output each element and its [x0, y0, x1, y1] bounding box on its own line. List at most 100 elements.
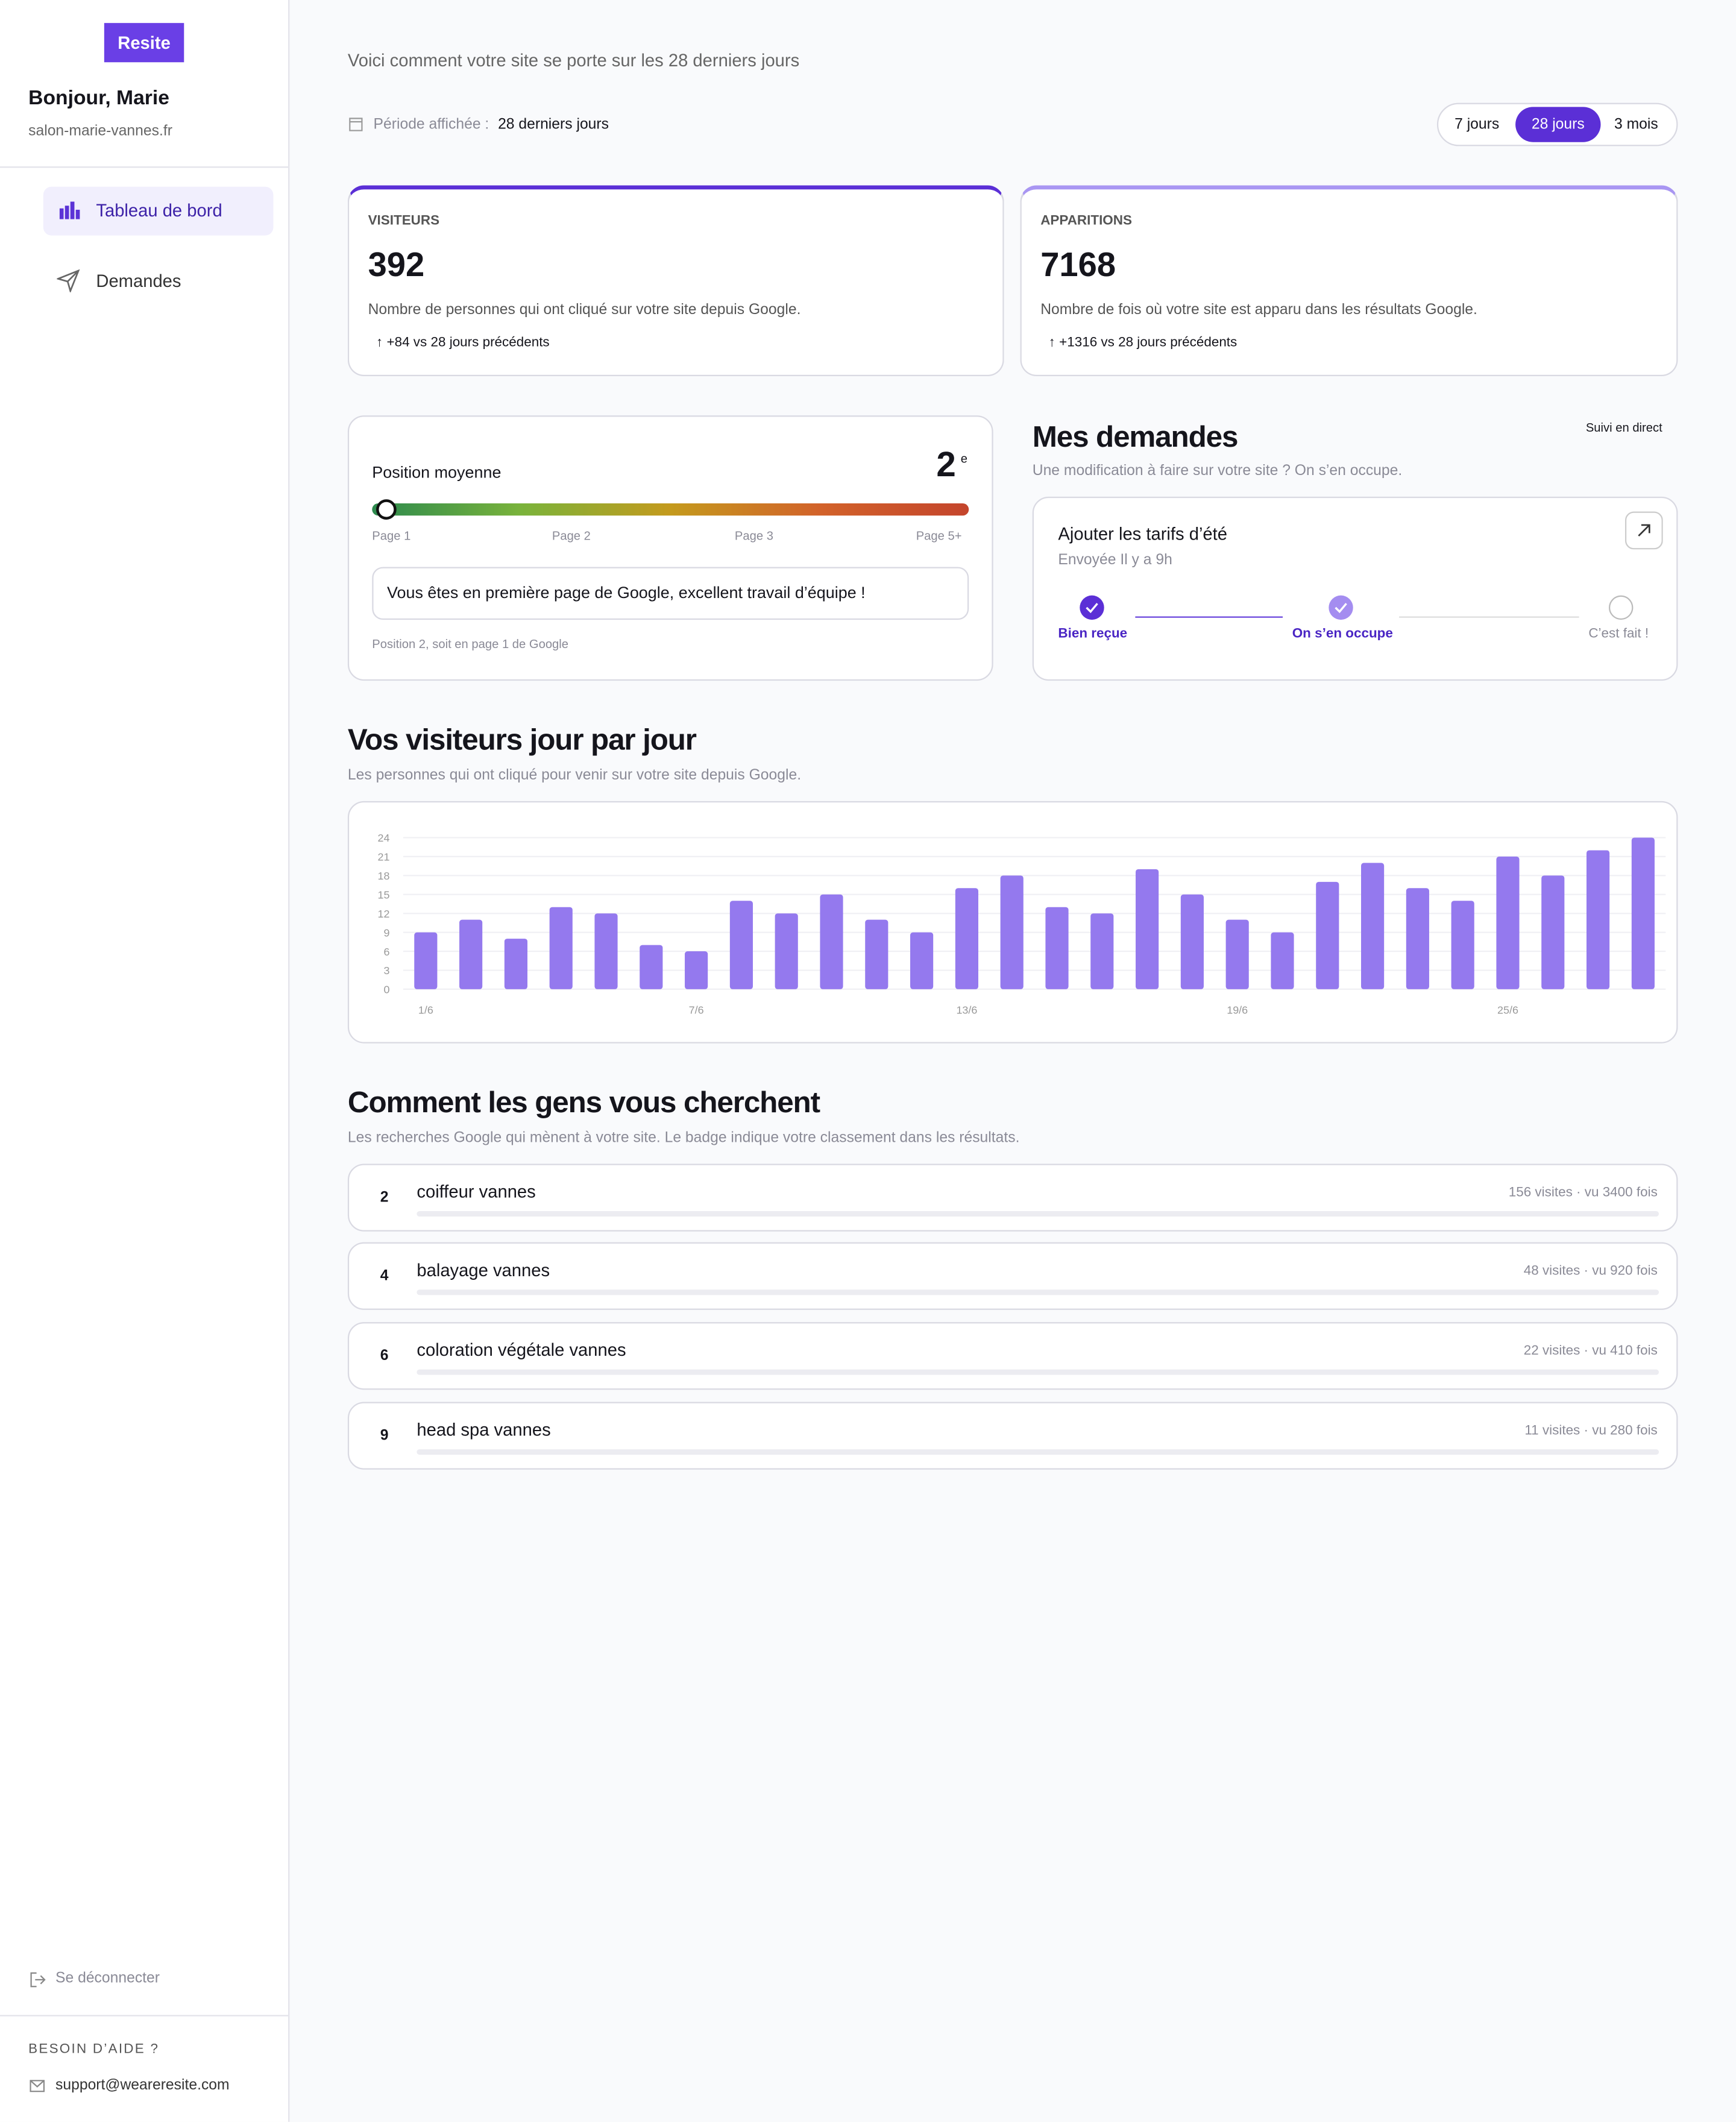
sidebar: Resite Bonjour, Marie salon-marie-vannes… — [0, 0, 290, 2122]
stat-description: Nombre de fois où votre site est apparu … — [1040, 301, 1477, 318]
nav-item[interactable]: Demandes — [43, 257, 274, 303]
y-tick-label: 6 — [384, 946, 390, 958]
gauge-marker — [376, 499, 397, 520]
subtitle: Voici comment votre site se porte sur le… — [347, 50, 800, 71]
bar — [1586, 850, 1610, 989]
help-title: BESOIN D’AIDE ? — [28, 2042, 160, 2057]
help-email[interactable]: support@weareresite.com — [55, 2077, 230, 2094]
logout[interactable]: Se déconnecter — [55, 1970, 160, 1987]
request-sent: Envoyée Il y a 9h — [1058, 552, 1172, 568]
keyword-track — [417, 1449, 1659, 1455]
bar — [504, 939, 528, 989]
keyword-rank: 9 — [380, 1428, 389, 1444]
bar — [820, 894, 843, 989]
keyword-stats: 48 visites · vu 920 fois — [1523, 1264, 1658, 1279]
y-tick-label: 12 — [378, 908, 390, 920]
bar — [955, 888, 978, 989]
bar — [640, 945, 663, 989]
step-label: On s’en occupe — [1292, 626, 1393, 642]
position-message: Vous êtes en première page de Google, ex… — [372, 567, 969, 620]
range-option[interactable]: 3 mois — [1614, 116, 1658, 133]
stat-delta: ↑ +84 vs 28 jours précédents — [376, 335, 550, 351]
greeting: Bonjour, Marie — [28, 86, 170, 110]
bar — [1045, 907, 1069, 989]
nav-label: Tableau de bord — [96, 200, 222, 221]
bar — [1090, 913, 1114, 989]
keyword-query: coloration végétale vannes — [417, 1340, 626, 1360]
bar — [775, 913, 798, 989]
chart-icon — [59, 201, 80, 219]
requests-title: Mes demandes — [1032, 419, 1239, 453]
position-card: Position moyenne 2 e Page 1 Page 2 Page … — [347, 415, 993, 681]
mail-icon — [30, 2080, 45, 2092]
logout-icon — [30, 1972, 46, 1988]
y-tick-label: 24 — [378, 832, 390, 844]
range-switch: 7 jours 28 jours 3 mois — [1436, 102, 1678, 146]
step-label: Bien reçue — [1058, 626, 1128, 642]
stat-label: APPARITIONS — [1040, 213, 1132, 229]
page-label: Page 1 — [372, 529, 411, 543]
y-tick-label: 15 — [378, 889, 390, 901]
keyword-row: 4 balayage vannes 48 visites · vu 920 fo… — [347, 1242, 1678, 1310]
send-icon — [57, 269, 80, 292]
bar — [1225, 919, 1249, 989]
open-button[interactable] — [1624, 511, 1663, 550]
bar — [414, 932, 438, 989]
bar — [865, 919, 888, 989]
page-label: Page 5+ — [916, 529, 962, 543]
range-option[interactable]: 7 jours — [1455, 116, 1500, 133]
keyword-query: coiffeur vannes — [417, 1181, 536, 1202]
stat-description: Nombre de personnes qui ont cliqué sur v… — [368, 301, 801, 318]
position-suffix: e — [960, 452, 968, 466]
site-url: salon-marie-vannes.fr — [28, 123, 172, 140]
x-tick-label: 25/6 — [1497, 1004, 1518, 1016]
page-label: Page 2 — [552, 529, 591, 543]
bar — [1496, 856, 1520, 989]
bar — [910, 932, 934, 989]
stat-delta: ↑ +1316 vs 28 jours précédents — [1048, 335, 1238, 351]
requests-subtitle: Une modification à faire sur votre site … — [1032, 462, 1403, 479]
bar — [1361, 863, 1385, 989]
bar — [594, 913, 618, 989]
bar — [1541, 875, 1565, 989]
bar — [729, 901, 753, 989]
stat-value: 7168 — [1040, 246, 1116, 285]
bar — [1451, 901, 1474, 989]
keyword-rank: 4 — [380, 1268, 389, 1285]
stat-card: VISITEURS 392 Nombre de personnes qui on… — [347, 185, 1004, 377]
position-gauge — [372, 503, 969, 516]
keywords-title: Comment les gens vous cherchent — [347, 1085, 820, 1119]
logo[interactable]: Resite — [104, 23, 184, 63]
keyword-stats: 156 visites · vu 3400 fois — [1508, 1185, 1658, 1201]
period-label: Période affichée : — [373, 116, 489, 133]
bar — [549, 907, 573, 989]
stat-card: APPARITIONS 7168 Nombre de fois où votre… — [1020, 185, 1678, 377]
keyword-row: 6 coloration végétale vannes 22 visites … — [347, 1322, 1678, 1390]
x-tick-label: 7/6 — [689, 1004, 704, 1016]
x-tick-label: 13/6 — [956, 1004, 977, 1016]
range-option-active[interactable]: 28 jours — [1515, 107, 1601, 142]
page-label: Page 3 — [734, 529, 773, 543]
position-title: Position moyenne — [372, 462, 502, 482]
chart-subtitle: Les personnes qui ont cliqué pour venir … — [347, 767, 802, 784]
y-tick-label: 0 — [384, 984, 390, 996]
keyword-rank: 2 — [380, 1189, 389, 1206]
keyword-query: head spa vannes — [417, 1419, 551, 1440]
chart-title: Vos visiteurs jour par jour — [347, 722, 697, 757]
keyword-query: balayage vannes — [417, 1259, 550, 1280]
divider — [0, 166, 289, 168]
bar — [1406, 888, 1429, 989]
divider — [0, 2015, 289, 2017]
keyword-row: 2 coiffeur vannes 156 visites · vu 3400 … — [347, 1163, 1678, 1232]
keywords-subtitle: Les recherches Google qui mènent à votre… — [347, 1130, 1020, 1147]
request-card[interactable]: Ajouter les tarifs d’été Envoyée Il y a … — [1032, 496, 1678, 681]
calendar-icon — [349, 118, 363, 131]
nav-item-active[interactable]: Tableau de bord — [43, 186, 274, 236]
chart: 0 3 6 9 12 15 18 21 24 1/6 7/6 13/6 19/6 25/6 — [378, 832, 1666, 1016]
request-title: Ajouter les tarifs d’été — [1058, 523, 1228, 544]
bar — [685, 951, 708, 989]
keyword-rank: 6 — [380, 1347, 389, 1364]
bar — [1631, 837, 1655, 989]
stat-label: VISITEURS — [368, 213, 440, 229]
